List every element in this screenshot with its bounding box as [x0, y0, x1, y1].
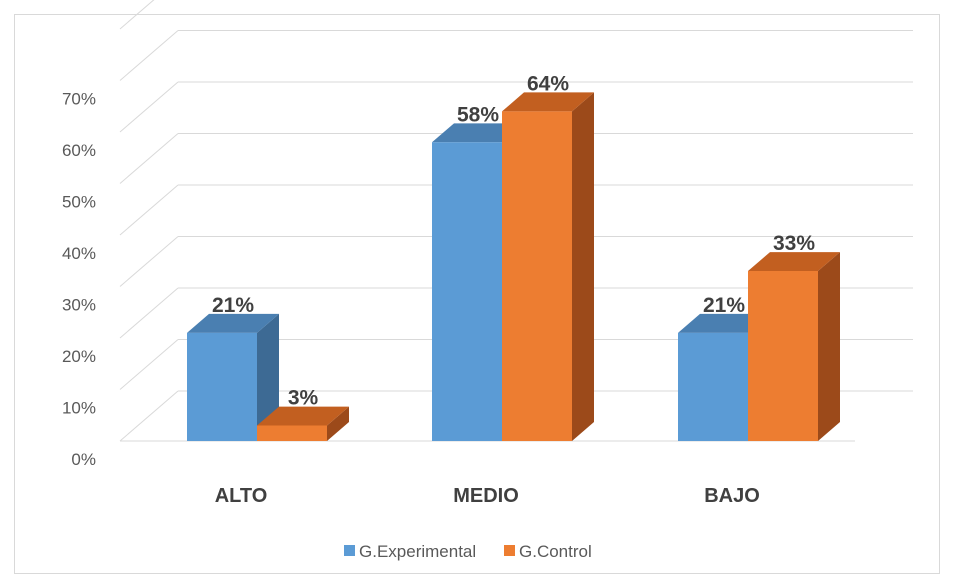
bar-front: [187, 332, 257, 441]
data-label: 21%: [703, 294, 745, 317]
y-tick-label: 0%: [71, 450, 96, 469]
bar-side: [572, 92, 594, 442]
data-label: 21%: [212, 294, 254, 317]
legend-swatch: [504, 545, 515, 556]
gridline-side: [119, 390, 179, 442]
gridline-side: [119, 236, 179, 287]
legend-label: G.Experimental: [359, 542, 476, 561]
y-tick-label: 20%: [62, 347, 96, 366]
bar-top: [257, 406, 349, 426]
bar-top: [187, 313, 279, 333]
gridline-side: [119, 339, 179, 390]
bar-top: [678, 313, 770, 333]
gridline-side: [119, 30, 179, 81]
gridline-side: [119, 0, 155, 30]
legend-label: G.Control: [519, 542, 592, 561]
category-label: ALTO: [215, 485, 268, 507]
category-label: MEDIO: [453, 485, 519, 507]
y-tick-label: 60%: [62, 141, 96, 160]
data-label: 3%: [288, 387, 319, 410]
bar-top: [502, 92, 594, 112]
y-tick-label: 70%: [62, 90, 96, 109]
y-tick-label: 40%: [62, 244, 96, 263]
gridline-side: [119, 287, 179, 339]
bar-front: [432, 142, 502, 442]
bar-top: [432, 123, 524, 143]
bar-front: [678, 332, 748, 441]
data-label: 33%: [773, 232, 815, 255]
gridline-side: [119, 184, 179, 236]
data-label: 58%: [457, 103, 499, 126]
bar: [187, 313, 279, 441]
y-tick-label: 30%: [62, 296, 96, 315]
bar: [502, 92, 594, 442]
bar-front: [502, 111, 572, 442]
bar: [748, 252, 840, 441]
legend-swatch: [344, 545, 355, 556]
y-tick-label: 50%: [62, 193, 96, 212]
data-label: 64%: [527, 72, 569, 95]
bar-top: [748, 252, 840, 272]
bar: [257, 406, 349, 441]
y-tick-label: 10%: [62, 399, 96, 418]
bar-front: [748, 271, 818, 441]
category-label: BAJO: [704, 485, 760, 507]
gridline-side: [119, 133, 179, 184]
bar-side: [818, 252, 840, 441]
bar-side: [257, 313, 279, 441]
bar-front: [257, 425, 327, 441]
gridline-side: [119, 81, 179, 133]
bar-side: [327, 406, 349, 441]
